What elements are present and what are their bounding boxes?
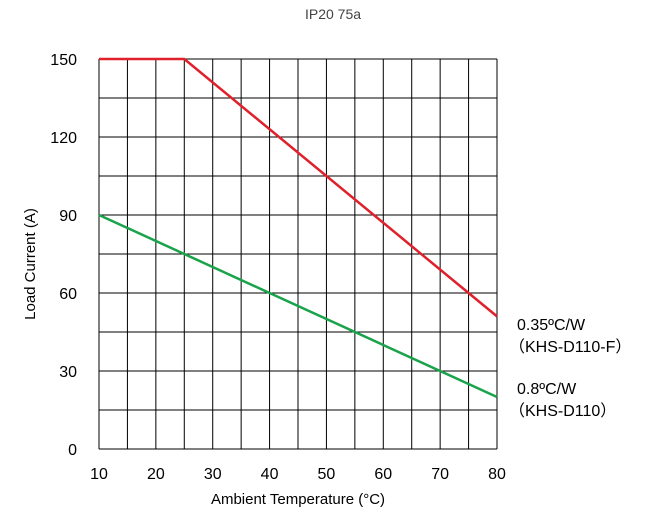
grid bbox=[98, 58, 498, 450]
series-annotation-1-line-1: 0.35ºC/W bbox=[517, 317, 586, 334]
series-annotations: 0.35ºC/W （KHS-D110-F） 0.8ºC/W （KHS-D110） bbox=[509, 317, 631, 420]
x-tick-label: 10 bbox=[90, 466, 108, 483]
x-axis-label: Ambient Temperature (°C) bbox=[211, 491, 385, 508]
y-tick-label: 60 bbox=[59, 286, 77, 303]
x-tick-label: 60 bbox=[374, 466, 392, 483]
y-tick-label: 150 bbox=[50, 52, 77, 69]
series-line-2 bbox=[98, 213, 498, 399]
x-tick-label: 70 bbox=[431, 466, 449, 483]
series-annotation-1-line-2: （KHS-D110-F） bbox=[509, 338, 631, 356]
x-tick-label: 30 bbox=[204, 466, 222, 483]
x-tick-label: 50 bbox=[318, 466, 336, 483]
y-tick-label: 120 bbox=[50, 130, 77, 147]
y-tick-label: 30 bbox=[59, 364, 77, 381]
y-tick-label: 0 bbox=[68, 442, 77, 459]
x-tick-label: 40 bbox=[261, 466, 279, 483]
y-tick-label: 90 bbox=[59, 208, 77, 225]
y-tick-labels: 0 30 60 90 120 150 bbox=[50, 52, 77, 459]
y-axis-label: Load Current (A) bbox=[22, 208, 39, 320]
x-tick-label: 80 bbox=[488, 466, 506, 483]
series-annotation-2-line-2: （KHS-D110） bbox=[509, 402, 616, 420]
x-tick-labels: 10 20 30 40 50 60 70 80 bbox=[90, 466, 506, 483]
x-tick-label: 20 bbox=[147, 466, 165, 483]
series-annotation-2-line-1: 0.8ºC/W bbox=[517, 381, 577, 398]
series-lines bbox=[98, 57, 498, 399]
series-line-1 bbox=[99, 57, 498, 318]
chart-title: IP20 75a bbox=[304, 6, 362, 22]
